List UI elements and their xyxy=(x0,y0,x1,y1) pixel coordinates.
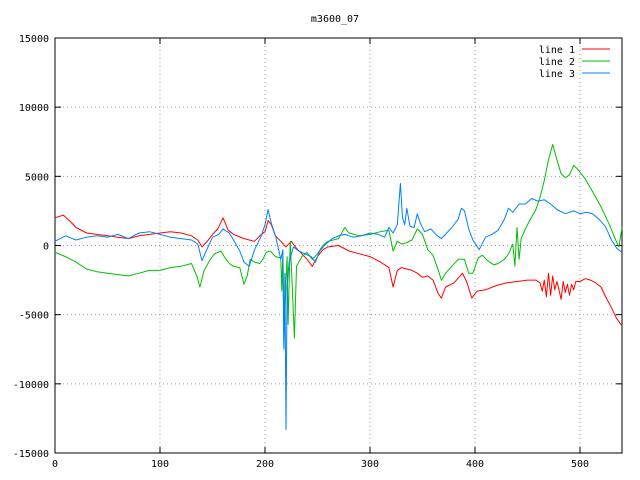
legend-label-2: line 2 xyxy=(539,57,575,68)
y-tick-label: 5000 xyxy=(25,172,49,183)
chart-title: m3600_07 xyxy=(311,14,359,25)
series-lines xyxy=(54,144,623,430)
x-tick-label: 300 xyxy=(361,459,379,470)
series-line-3 xyxy=(54,182,623,430)
x-tick-label: 400 xyxy=(466,459,484,470)
series-line-1 xyxy=(54,214,623,327)
series-line-2 xyxy=(54,144,623,347)
axes: 0 100 200 300 400 500 -15000 -10000 -5000 0 5000 10… xyxy=(13,34,623,470)
grid-lines xyxy=(55,38,622,453)
x-tick-label: 0 xyxy=(52,459,58,470)
x-tick-label: 100 xyxy=(151,459,169,470)
x-tick-label: 200 xyxy=(256,459,274,470)
y-tick-label: 15000 xyxy=(19,34,49,45)
y-tick-label: 10000 xyxy=(19,103,49,114)
y-tick-label: 0 xyxy=(43,242,49,253)
y-tick-label: -10000 xyxy=(13,380,49,391)
legend-label-1: line 1 xyxy=(539,45,575,56)
y-tick-label: -15000 xyxy=(13,449,49,460)
y-tick-label: -5000 xyxy=(19,311,49,322)
x-tick-label: 500 xyxy=(571,459,589,470)
legend-label-3: line 3 xyxy=(539,69,575,80)
